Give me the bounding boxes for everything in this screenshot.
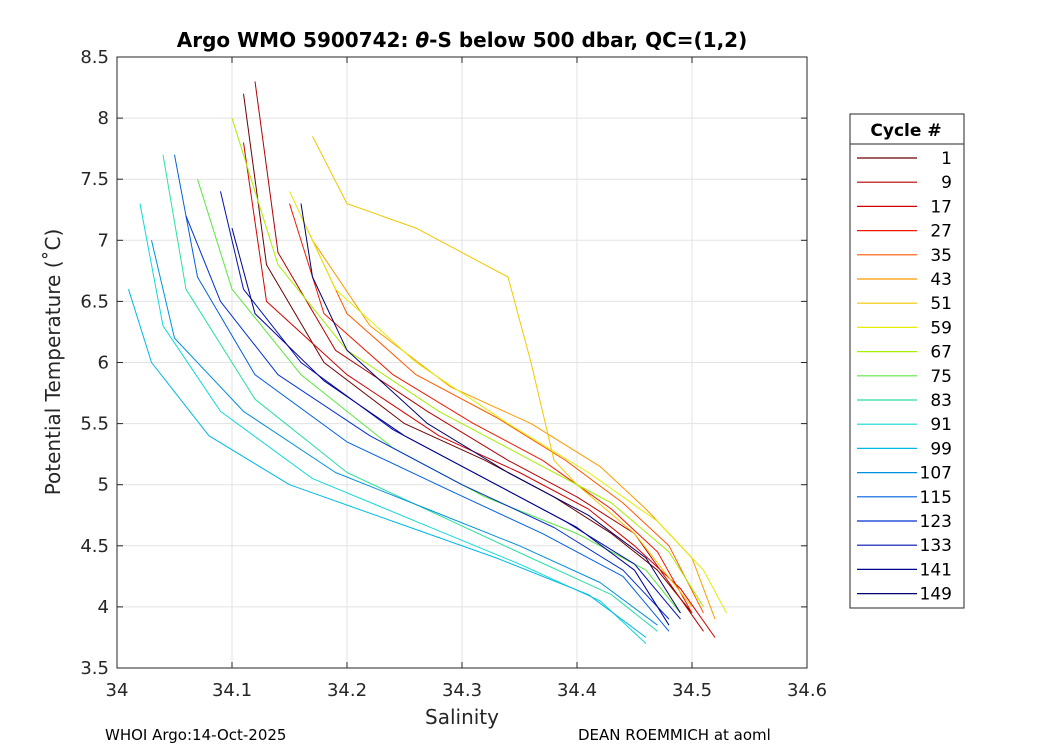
x-tick-label: 34.1 bbox=[212, 680, 252, 701]
footer-left: WHOI Argo:14-Oct-2025 bbox=[105, 726, 287, 744]
legend-label-43: 43 bbox=[930, 270, 952, 290]
legend-label-99: 99 bbox=[930, 439, 952, 459]
chart-title: Argo WMO 5900742: θ-S below 500 dbar, QC… bbox=[177, 28, 747, 52]
y-axis-label: Potential Temperature (˚C) bbox=[41, 229, 65, 496]
series-lines bbox=[128, 81, 727, 644]
legend-label-115: 115 bbox=[920, 488, 952, 508]
x-tick-label: 34.6 bbox=[787, 680, 827, 701]
x-tick-label: 34.4 bbox=[557, 680, 597, 701]
series-line-cycle-9 bbox=[254, 81, 704, 632]
x-tick-label: 34.2 bbox=[327, 680, 367, 701]
legend-label-83: 83 bbox=[930, 391, 952, 411]
y-tick-label: 5.5 bbox=[80, 414, 109, 435]
grid-lines bbox=[117, 57, 807, 668]
legend-label-35: 35 bbox=[930, 246, 952, 266]
series-line-cycle-123 bbox=[185, 215, 670, 620]
legend-label-133: 133 bbox=[920, 536, 952, 556]
series-line-cycle-27 bbox=[289, 203, 693, 614]
series-line-cycle-67 bbox=[231, 117, 704, 608]
y-tick-label: 6 bbox=[98, 353, 109, 374]
legend-label-17: 17 bbox=[930, 197, 952, 217]
legend-label-51: 51 bbox=[930, 294, 952, 314]
x-tick-label: 34.3 bbox=[442, 680, 482, 701]
legend-box bbox=[849, 113, 965, 609]
footer-right: DEAN ROEMMICH at aoml bbox=[578, 726, 771, 744]
legend-title: Cycle # bbox=[870, 121, 941, 141]
series-line-cycle-83 bbox=[162, 154, 658, 632]
y-tick-label: 3.5 bbox=[80, 658, 109, 679]
series-line-cycle-99 bbox=[128, 289, 647, 638]
legend-label-59: 59 bbox=[930, 318, 952, 338]
y-tick-label: 4 bbox=[98, 597, 109, 618]
series-line-cycle-115 bbox=[174, 154, 670, 632]
legend-label-67: 67 bbox=[930, 343, 952, 363]
series-line-cycle-141 bbox=[231, 227, 670, 626]
y-tick-label: 4.5 bbox=[80, 536, 109, 557]
series-line-cycle-107 bbox=[151, 240, 658, 626]
y-tick-label: 8 bbox=[98, 108, 109, 129]
legend-label-27: 27 bbox=[930, 222, 952, 242]
legend-label-9: 9 bbox=[941, 173, 952, 193]
legend-label-1: 1 bbox=[941, 149, 952, 169]
series-line-cycle-91 bbox=[139, 203, 647, 644]
legend-label-91: 91 bbox=[930, 415, 952, 435]
legend-label-123: 123 bbox=[920, 512, 952, 532]
series-line-cycle-51 bbox=[312, 136, 693, 608]
legend-label-75: 75 bbox=[930, 367, 952, 387]
x-axis-label: Salinity bbox=[425, 705, 499, 729]
axis-ticks: 34 34.1 34.2 34.3 34.4 34.5 34.6 3.5 4 4.5 5 5.5 6 6.… bbox=[80, 47, 827, 701]
series-line-cycle-149 bbox=[300, 203, 681, 614]
series-line-cycle-59 bbox=[289, 191, 727, 614]
y-tick-label: 5 bbox=[98, 475, 109, 496]
y-tick-label: 7.5 bbox=[80, 169, 109, 190]
series-line-cycle-1 bbox=[243, 93, 693, 614]
legend-label-141: 141 bbox=[920, 560, 952, 580]
series-line-cycle-35 bbox=[300, 215, 704, 614]
y-tick-label: 6.5 bbox=[80, 291, 109, 312]
legend: Cycle # 1 9 17 27 35 43 51 59 67 75 83 91 99 107 115 12… bbox=[849, 113, 965, 609]
y-tick-label: 8.5 bbox=[80, 47, 109, 68]
legend-label-107: 107 bbox=[920, 464, 952, 484]
x-tick-label: 34.5 bbox=[672, 680, 712, 701]
legend-label-149: 149 bbox=[920, 585, 952, 605]
x-tick-label: 34 bbox=[106, 680, 129, 701]
series-line-cycle-17 bbox=[243, 142, 716, 638]
y-tick-label: 7 bbox=[98, 230, 109, 251]
